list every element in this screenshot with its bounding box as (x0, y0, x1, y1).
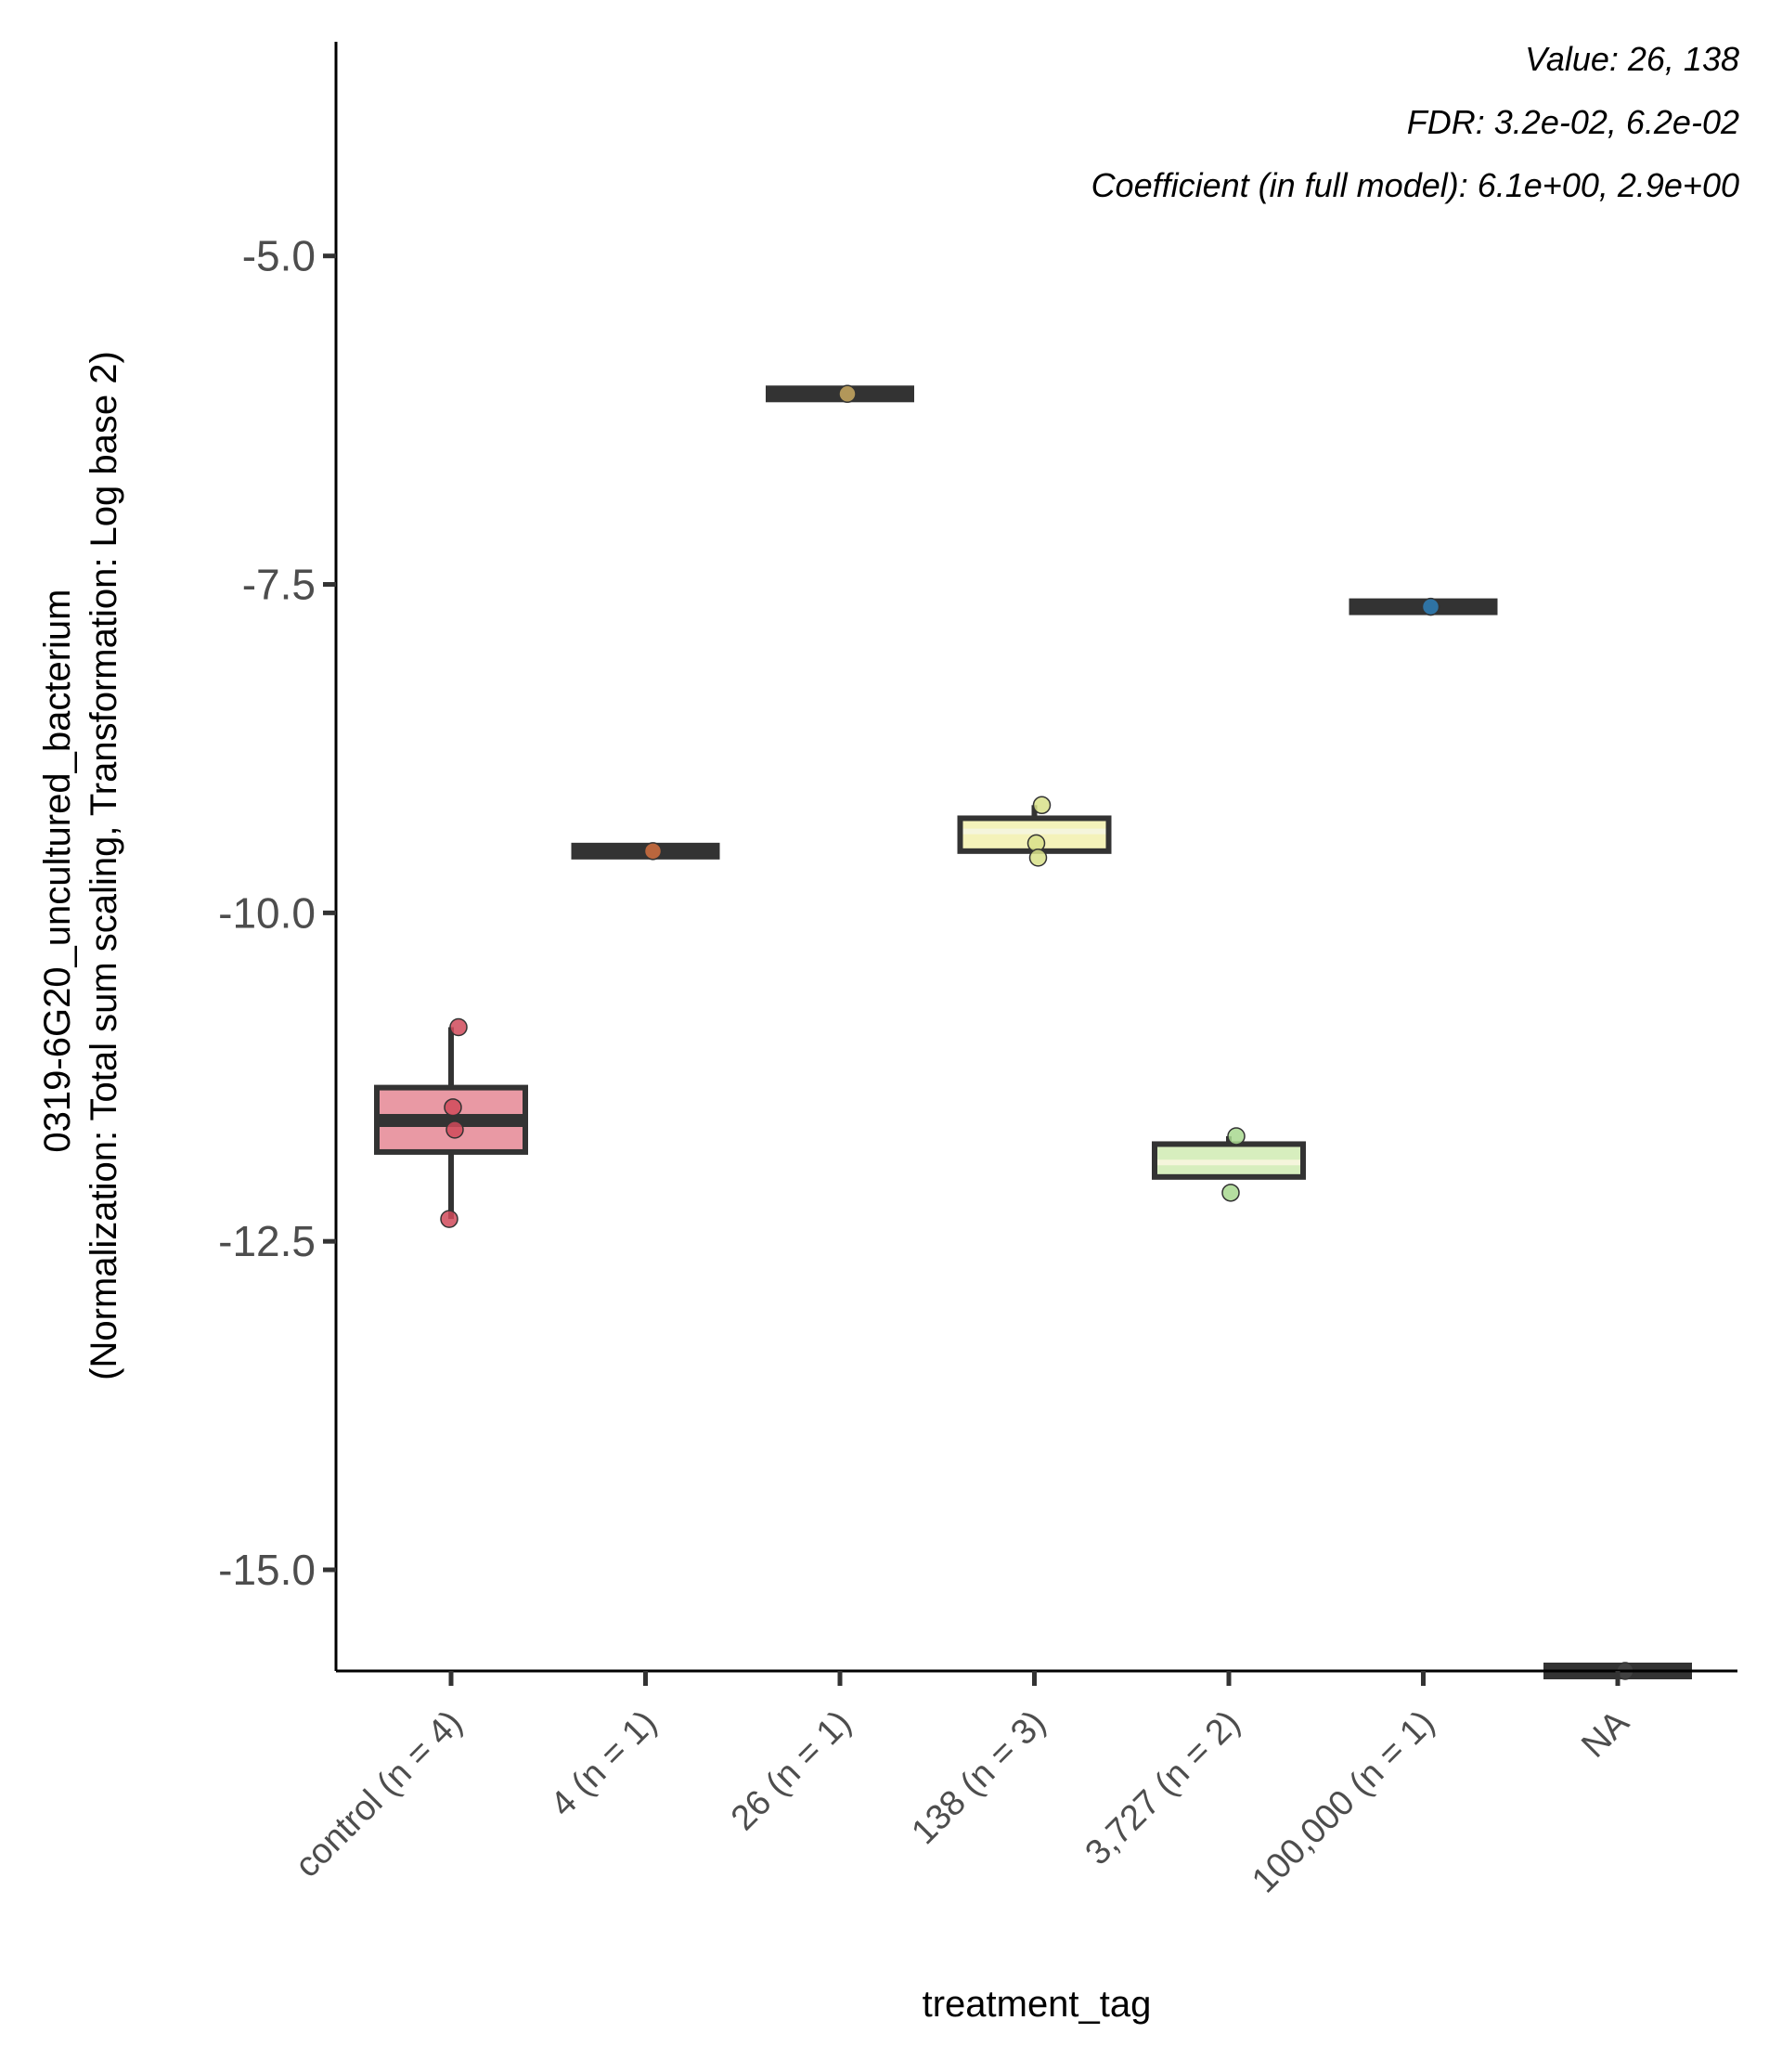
y-tick-label: -5.0 (242, 232, 316, 280)
x-tick-label: control (n = 4) (288, 1703, 470, 1885)
x-axis-title: treatment_tag (923, 1984, 1152, 2025)
x-tick-label: 3,727 (n = 2) (1078, 1703, 1248, 1873)
y-axis-title: 0319-6G20_uncultured_bacterium (Normaliz… (37, 351, 124, 1380)
x-tick-label: 100,000 (n = 1) (1245, 1703, 1442, 1901)
data-point (440, 1210, 458, 1228)
y-axis-title-line-2: (Normalization: Total sum scaling, Trans… (84, 351, 124, 1380)
y-tick-label: -15.0 (218, 1546, 316, 1594)
x-tick-label: 4 (n = 1) (543, 1703, 665, 1825)
box-0 (374, 1027, 528, 1220)
y-tick-label: -10.0 (218, 888, 316, 937)
x-tick-label: NA (1574, 1703, 1636, 1765)
y-axis-title-line-1: 0319-6G20_uncultured_bacterium (37, 589, 78, 1153)
x-ticks: control (n = 4) 4 (n = 1) 26 (n = 1) 138 (n… (288, 1671, 1637, 1900)
data-point (838, 384, 857, 404)
data-point (643, 842, 663, 861)
annotation-coefficient: Coefficient (in full model): 6.1e+00, 2.… (1091, 166, 1739, 204)
y-ticks: -5.0 -7.5 -10.0 -12.5 -15.0 (218, 232, 336, 1594)
data-point (1028, 848, 1048, 867)
data-point (1221, 1184, 1240, 1202)
stats-annotations: Value: 26, 138 FDR: 3.2e-02, 6.2e-02 Coe… (1091, 40, 1739, 204)
data-point (1032, 796, 1052, 815)
annotation-fdr: FDR: 3.2e-02, 6.2e-02 (1407, 103, 1739, 141)
y-tick-label: -7.5 (242, 561, 316, 609)
data-point (449, 1017, 468, 1037)
boxes-layer (374, 385, 1692, 1679)
points-layer (440, 384, 1634, 1680)
data-point (1421, 597, 1440, 616)
data-point (446, 1120, 464, 1139)
x-tick-label: 138 (n = 3) (904, 1703, 1052, 1852)
annotation-value: Value: 26, 138 (1525, 40, 1739, 78)
x-tick-label: 26 (n = 1) (724, 1703, 859, 1838)
box-4 (1152, 1135, 1306, 1180)
data-point (444, 1098, 462, 1117)
data-point (1227, 1127, 1246, 1146)
y-tick-label: -12.5 (218, 1217, 316, 1265)
